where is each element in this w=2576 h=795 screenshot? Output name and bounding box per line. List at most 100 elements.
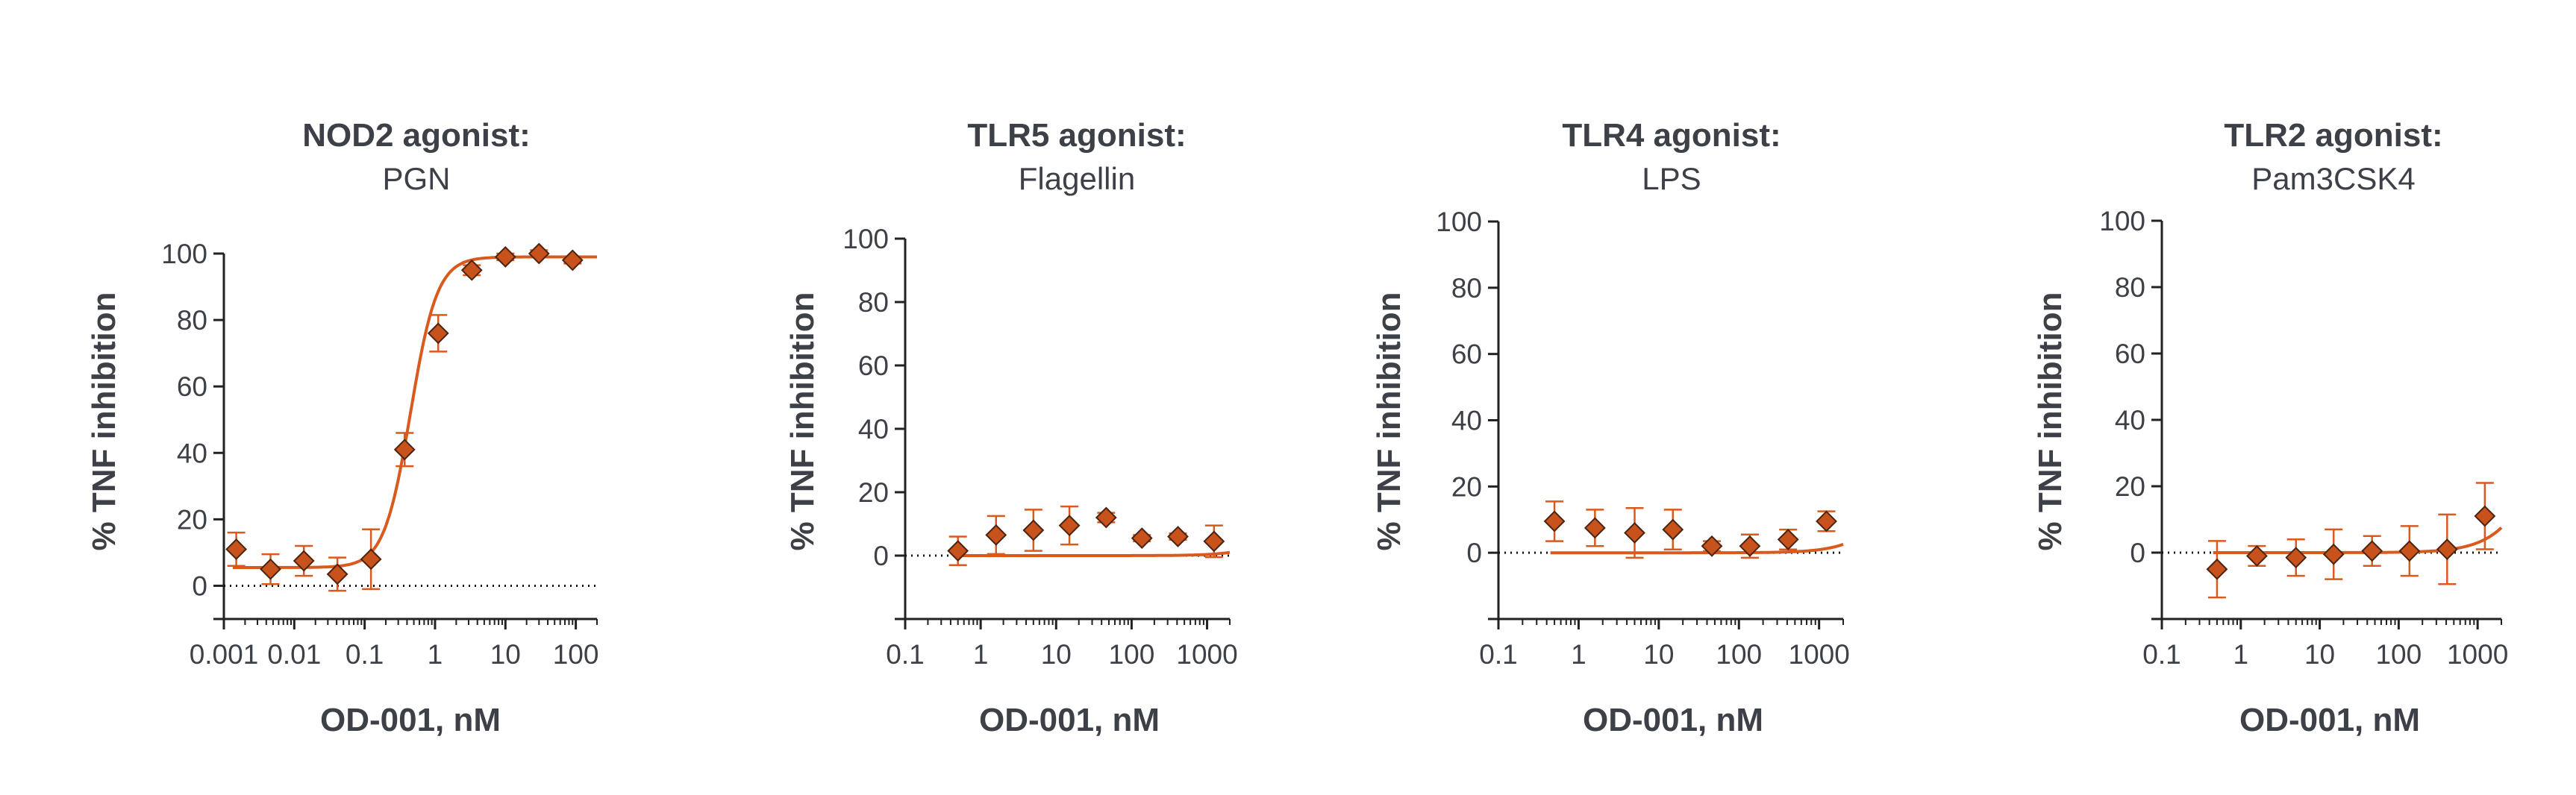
panel-tlr4: TLR4 agonist: LPS % TNF inhibition OD-00… (1371, 117, 1850, 738)
x-axis-label: OD-001, nM (1583, 702, 1763, 738)
y-tick-label: 20 (177, 504, 207, 535)
x-tick-label: 100 (2375, 639, 2422, 670)
diamond-marker (2322, 543, 2345, 565)
diamond-marker (1662, 518, 1684, 541)
data-point (1584, 509, 1606, 547)
y-tick-label: 100 (161, 239, 207, 269)
panel-tlr2: TLR2 agonist: Pam3CSK4 % TNF inhibition … (2032, 117, 2508, 738)
diamond-marker (393, 439, 416, 461)
diamond-marker (1816, 510, 1837, 532)
diamond-marker (1131, 527, 1153, 550)
data-point (2322, 528, 2345, 580)
x-tick-label: 0.1 (886, 639, 924, 670)
diamond-marker (260, 558, 281, 580)
data-point (2474, 482, 2496, 550)
data-point (427, 314, 449, 353)
panel-title: TLR5 agonist: (967, 117, 1186, 154)
panel-subtitle: Pam3CSK4 (2251, 161, 2415, 196)
x-tick-label: 100 (1716, 639, 1762, 670)
y-tick-label: 40 (177, 438, 207, 468)
y-tick-label: 80 (177, 305, 207, 336)
data-point (260, 553, 281, 585)
diamond-marker (2206, 558, 2228, 580)
data-point (561, 249, 584, 271)
diamond-marker (1022, 519, 1045, 541)
data-point (947, 535, 969, 566)
data-point (1701, 535, 1723, 557)
diamond-marker (2361, 540, 2383, 562)
y-tick-label: 0 (2130, 538, 2145, 568)
x-tick-label: 0.1 (1479, 639, 1517, 670)
data-point (2436, 513, 2458, 585)
diamond-marker (1777, 528, 1799, 550)
y-tick-label: 0 (873, 541, 889, 571)
x-axis-label: OD-001, nM (2239, 702, 2420, 738)
data-point (1662, 509, 1684, 550)
y-tick-label: 80 (858, 287, 889, 318)
x-tick-label: 1000 (2447, 639, 2508, 670)
x-tick-label: 100 (1109, 639, 1155, 670)
panel-title: NOD2 agonist: (302, 117, 531, 154)
y-tick-label: 100 (842, 224, 889, 254)
y-tick-label: 100 (2099, 206, 2145, 236)
x-tick-label: 1000 (1176, 639, 1237, 670)
data-point (393, 432, 416, 468)
x-tick-label: 1 (1571, 639, 1586, 670)
data-point (1543, 500, 1566, 542)
panel-subtitle: LPS (1642, 161, 1701, 196)
x-tick-label: 10 (1041, 639, 1072, 670)
panel-subtitle: PGN (382, 161, 450, 196)
x-axis-label: OD-001, nM (320, 702, 501, 738)
y-axis-label: % TNF inhibition (1371, 292, 1407, 550)
y-tick-label: 80 (1451, 273, 1482, 304)
data-point (2361, 535, 2383, 568)
panel-tlr5: TLR5 agonist: Flagellin % TNF inhibition… (784, 117, 1238, 738)
diamond-marker (2398, 540, 2421, 562)
y-axis-label: % TNF inhibition (86, 292, 122, 550)
data-point (225, 531, 248, 567)
data-point (1203, 524, 1225, 559)
data-point (1739, 533, 1761, 559)
y-axis-label: % TNF inhibition (784, 292, 821, 550)
diamond-marker (1543, 510, 1566, 532)
data-point (2285, 538, 2307, 577)
y-tick-label: 80 (2115, 272, 2145, 303)
data-point (326, 556, 348, 592)
y-tick-label: 60 (177, 371, 207, 402)
diamond-marker (1739, 535, 1761, 557)
diamond-marker (225, 538, 248, 560)
diamond-marker (1167, 526, 1189, 547)
diamond-marker (494, 246, 516, 268)
x-tick-label: 10 (490, 639, 521, 670)
data-point (1131, 527, 1153, 550)
diamond-marker (293, 550, 315, 572)
panel-nod2: NOD2 agonist: PGN % TNF inhibition OD-00… (86, 117, 598, 738)
data-point (2245, 544, 2268, 568)
panel-title: TLR2 agonist: (2224, 117, 2442, 154)
panel-subtitle: Flagellin (1019, 161, 1135, 196)
diamond-marker (460, 259, 483, 281)
diamond-marker (1095, 506, 1117, 529)
data-point (360, 528, 382, 591)
x-tick-label: 1000 (1789, 639, 1850, 670)
x-tick-label: 1 (973, 639, 989, 670)
x-tick-label: 100 (553, 639, 599, 670)
fit-curve (1550, 542, 1844, 555)
data-point (293, 544, 315, 577)
y-tick-label: 0 (1466, 538, 1482, 568)
y-tick-label: 20 (858, 477, 889, 508)
data-point (1816, 510, 1837, 532)
data-point (528, 242, 550, 265)
fit-curve (954, 550, 1231, 557)
diamond-marker (427, 322, 449, 345)
diamond-marker (2474, 505, 2496, 527)
y-tick-label: 40 (858, 414, 889, 444)
x-axis-label: OD-001, nM (979, 702, 1160, 738)
fit-curve (232, 255, 597, 569)
y-tick-label: 20 (1451, 471, 1482, 502)
data-point (1095, 506, 1117, 529)
diamond-marker (947, 540, 969, 562)
diamond-marker (1058, 515, 1081, 537)
y-tick-label: 60 (858, 351, 889, 381)
